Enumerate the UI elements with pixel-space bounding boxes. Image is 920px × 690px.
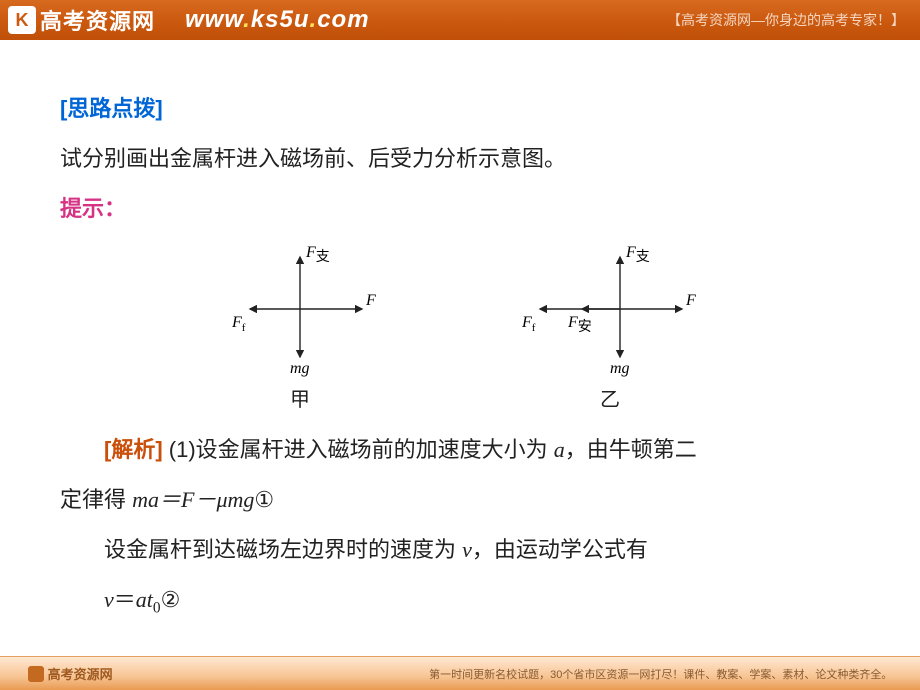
footer-logo-text: 高考资源网 xyxy=(48,664,113,683)
analysis-p2-eq: ma＝F－μmg xyxy=(132,487,254,512)
footer-inner: 高考资源网 第一时间更新名校试题，30个省市区资源一网打尽！课件、教案、学案、素… xyxy=(28,664,893,683)
force-diagram-left: F支 F Ff mg xyxy=(220,239,380,379)
url-dot-1: . xyxy=(243,6,251,33)
f-left1-label-r: Ff xyxy=(521,314,536,334)
mg-label-r: mg xyxy=(610,360,630,377)
footer-logo-icon xyxy=(28,666,44,682)
footer-bar: 高考资源网 第一时间更新名校试题，30个省市区资源一网打尽！课件、教案、学案、素… xyxy=(0,656,920,690)
analysis-p2-a: 定律得 xyxy=(60,487,132,512)
f-up-label-r: F支 xyxy=(625,244,650,265)
analysis-p4-rhs: at xyxy=(136,587,153,612)
header-tagline: 【高考资源网—你身边的高考专家！】 xyxy=(667,10,905,30)
analysis-p1-b: ，由牛顿第二 xyxy=(565,437,697,462)
analysis-p2-mark: ① xyxy=(254,487,274,512)
analysis-p4-sub: 0 xyxy=(153,599,161,616)
logo-text: 高考资源网 xyxy=(40,4,155,36)
f-left-label: Ff xyxy=(231,314,246,334)
footer-note: 第一时间更新名校试题，30个省市区资源一网打尽！课件、教案、学案、素材、论文种类… xyxy=(429,666,892,682)
header-url: www.ks5u.com xyxy=(185,6,370,34)
logo: K 高考资源网 xyxy=(8,4,155,36)
analysis-p4-lhs: v xyxy=(104,587,114,612)
analysis-p4: v＝at0② xyxy=(60,579,860,623)
hint-label: [思路点拨] xyxy=(60,96,163,121)
diagram-right-caption: 乙 xyxy=(600,381,620,419)
analysis-p4-mark: ② xyxy=(161,587,181,612)
content-area: [思路点拨] 试分别画出金属杆进入磁场前、后受力分析示意图。 提示： F支 F … xyxy=(0,40,920,642)
diagram-row: F支 F Ff mg 甲 F支 F xyxy=(60,239,860,419)
header-bar: K 高考资源网 www.ks5u.com 【高考资源网—你身边的高考专家！】 xyxy=(0,0,920,40)
analysis-p1-a: (1)设金属杆进入磁场前的加速度大小为 xyxy=(163,437,554,462)
hint-text: 试分别画出金属杆进入磁场前、后受力分析示意图。 xyxy=(60,138,860,180)
url-mid: ks5u xyxy=(251,6,310,33)
diagram-right: F支 F Ff F安 mg 乙 xyxy=(520,239,700,419)
f-up-label: F支 xyxy=(305,244,330,265)
tip-line: 提示： xyxy=(60,188,860,230)
analysis-label: [解析] xyxy=(104,437,163,462)
diagram-left: F支 F Ff mg 甲 xyxy=(220,239,380,419)
f-right-label-r: F xyxy=(685,292,696,309)
analysis-p3-var: v xyxy=(462,537,472,562)
logo-icon: K xyxy=(8,6,36,34)
force-diagram-right: F支 F Ff F安 mg xyxy=(520,239,700,379)
analysis-p3: 设金属杆到达磁场左边界时的速度为 v，由运动学公式有 xyxy=(60,529,860,571)
analysis-p2: 定律得 ma＝F－μmg① xyxy=(60,479,860,521)
f-right-label: F xyxy=(365,292,376,309)
analysis-p1: [解析] (1)设金属杆进入磁场前的加速度大小为 a，由牛顿第二 xyxy=(60,429,860,471)
url-prefix: www xyxy=(185,6,243,33)
analysis-p1-var: a xyxy=(554,437,565,462)
tip-label: 提示： xyxy=(60,196,126,221)
footer-logo: 高考资源网 xyxy=(28,664,113,683)
hint-line: [思路点拨] xyxy=(60,88,860,130)
analysis-p4-mid: ＝ xyxy=(114,587,136,612)
diagram-left-caption: 甲 xyxy=(290,381,310,419)
analysis-p3-a: 设金属杆到达磁场左边界时的速度为 xyxy=(104,537,462,562)
url-suffix: com xyxy=(317,6,369,33)
analysis-p3-b: ，由运动学公式有 xyxy=(472,537,648,562)
f-left2-label-r: F安 xyxy=(567,314,592,335)
mg-label: mg xyxy=(290,360,310,377)
